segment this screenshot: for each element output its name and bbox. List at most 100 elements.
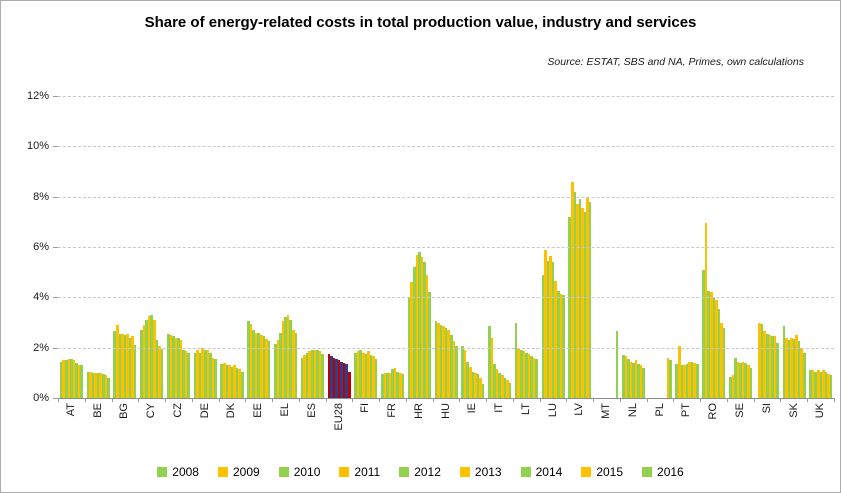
bars-CY [140, 96, 164, 398]
x-axis-label-BE: BE [85, 403, 112, 431]
y-axis-label-4pct: 4% [33, 291, 49, 304]
bar-PT-2012 [685, 364, 689, 398]
bar-FR-2014 [396, 371, 399, 398]
x-axis-label-text: CZ [171, 403, 184, 418]
bar-LV-2011 [576, 204, 579, 398]
bar-LU-2010 [546, 260, 550, 398]
bar-NL-2015 [639, 365, 643, 398]
bar-group-UK [807, 96, 834, 398]
legend-label-2011: 2011 [354, 465, 381, 479]
bar-ES-2009 [303, 355, 306, 398]
legend-swatch-2010 [278, 467, 289, 477]
y-tick [53, 398, 58, 399]
bar-SE-2008 [729, 376, 732, 398]
bar-DK-2014 [235, 367, 239, 398]
bar-EE-2008 [247, 321, 250, 398]
bars-LT [514, 96, 538, 398]
bar-DK-2012 [230, 366, 234, 398]
bar-group-DE [192, 96, 219, 398]
x-axis-label-text: EU28 [332, 403, 345, 431]
bar-SK-2011 [790, 337, 793, 398]
x-tick [459, 398, 461, 402]
bar-group-BE [85, 96, 112, 398]
bars-NL [621, 96, 646, 398]
bar-ES-2008 [300, 357, 304, 398]
bar-FI-2009 [356, 351, 360, 398]
bar-HU-2014 [449, 335, 453, 398]
legend-label-2014: 2014 [535, 465, 563, 479]
bar-EL-2013 [286, 314, 290, 398]
bar-IE-2010 [466, 361, 470, 398]
bar-BE-2011 [94, 372, 97, 398]
bar-EE-2009 [249, 323, 253, 398]
bar-group-CY [138, 96, 165, 398]
bar-LT-2014 [530, 356, 533, 398]
bar-EE-2010 [252, 330, 255, 398]
x-axis-label-text: LU [546, 403, 559, 418]
x-tick [700, 398, 702, 402]
bar-LV-2009 [570, 181, 574, 398]
x-tick [352, 398, 354, 402]
bar-DE-2014 [209, 352, 212, 398]
bar-DE-2016 [214, 359, 217, 398]
x-axis-label-text: SK [787, 403, 800, 418]
x-axis-label-EE: EE [245, 403, 272, 431]
bar-groups [58, 96, 834, 398]
bar-BG-2011 [121, 333, 124, 398]
bar-HU-2016 [455, 346, 458, 398]
gridline-8pct [58, 196, 834, 198]
bar-AT-2009 [62, 360, 65, 398]
bar-SI-2015 [773, 336, 777, 398]
bar-CY-2010 [145, 319, 148, 398]
bar-SK-2009 [785, 337, 788, 398]
source-note: Source: ESTAT, SBS and NA, Primes, own c… [547, 56, 804, 68]
legend-swatch-2009 [217, 467, 228, 477]
bar-LV-2010 [573, 191, 577, 398]
bar-HU-2008 [434, 321, 438, 398]
bar-BE-2008 [86, 371, 90, 398]
bars-CZ [166, 96, 190, 398]
bar-AT-2013 [72, 360, 76, 398]
bar-group-EL [272, 96, 299, 398]
bar-group-PL [647, 96, 674, 398]
bar-NL-2008 [621, 355, 625, 398]
bar-DK-2015 [238, 369, 241, 398]
bar-RO-2016 [722, 327, 726, 398]
bars-DE [193, 96, 217, 398]
bar-SE-2015 [746, 365, 750, 398]
bar-IE-2012 [471, 371, 475, 398]
x-axis-label-text: DE [198, 403, 211, 419]
bar-FR-2008 [381, 374, 384, 398]
x-tick [753, 398, 755, 402]
bar-EE-2012 [257, 332, 261, 398]
x-axis-label-text: BG [118, 403, 131, 419]
legend-swatch-2008 [157, 467, 168, 477]
bar-HR-2012 [418, 252, 421, 398]
x-axis-label-text: HR [412, 403, 425, 419]
bar-HR-2011 [415, 254, 419, 398]
bars-EE [247, 96, 271, 398]
bar-group-NL [620, 96, 647, 398]
bar-NL-2012 [632, 362, 635, 398]
bar-group-EU28 [326, 96, 353, 398]
bar-EU28-2009 [330, 356, 333, 398]
legend-item-2012: 2012 [399, 465, 441, 479]
bar-FR-2009 [383, 372, 387, 398]
gridline-2pct [58, 347, 834, 349]
bar-BG-2016 [133, 345, 137, 398]
bar-IE-2013 [474, 372, 477, 398]
bar-CY-2016 [160, 348, 164, 398]
x-tick [111, 398, 113, 402]
bar-group-SK [781, 96, 808, 398]
x-axis-label-text: PL [653, 403, 666, 417]
x-axis-label-text: ES [305, 403, 318, 418]
bar-DE-2015 [211, 357, 215, 398]
bar-EE-2011 [254, 332, 258, 398]
bar-EU28-2008 [327, 353, 331, 398]
bar-group-CZ [165, 96, 192, 398]
bar-group-BG [112, 96, 139, 398]
bar-group-EE [245, 96, 272, 398]
bar-RO-2010 [707, 291, 710, 398]
x-axis-label-HR: HR [406, 403, 433, 431]
bar-EU28-2016 [348, 371, 351, 398]
